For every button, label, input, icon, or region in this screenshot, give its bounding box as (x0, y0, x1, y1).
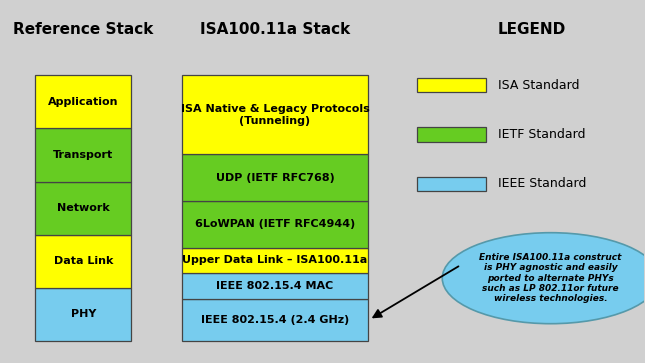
Text: Application: Application (48, 97, 119, 107)
Text: ISA Native & Legacy Protocols
(Tunneling): ISA Native & Legacy Protocols (Tunneling… (181, 104, 370, 126)
Text: LEGEND: LEGEND (498, 23, 566, 37)
FancyBboxPatch shape (417, 176, 486, 191)
Text: Upper Data Link – ISA100.11a: Upper Data Link – ISA100.11a (183, 256, 368, 265)
Text: IETF Standard: IETF Standard (498, 128, 586, 141)
Text: Entire ISA100.11a construct
is PHY agnostic and easily
ported to alternate PHYs
: Entire ISA100.11a construct is PHY agnos… (479, 253, 622, 303)
Text: Reference Stack: Reference Stack (13, 23, 153, 37)
FancyBboxPatch shape (182, 155, 368, 201)
FancyBboxPatch shape (35, 129, 132, 182)
FancyBboxPatch shape (182, 248, 368, 273)
Text: Data Link: Data Link (54, 256, 113, 266)
FancyBboxPatch shape (35, 287, 132, 341)
Text: PHY: PHY (70, 309, 96, 319)
Ellipse shape (442, 233, 645, 324)
FancyBboxPatch shape (417, 78, 486, 93)
Text: Network: Network (57, 203, 110, 213)
Text: IEEE 802.15.4 (2.4 GHz): IEEE 802.15.4 (2.4 GHz) (201, 315, 349, 325)
FancyBboxPatch shape (35, 234, 132, 287)
FancyBboxPatch shape (182, 76, 368, 155)
Text: Transport: Transport (53, 150, 114, 160)
FancyBboxPatch shape (417, 127, 486, 142)
Text: UDP (IETF RFC768): UDP (IETF RFC768) (215, 173, 334, 183)
FancyBboxPatch shape (182, 273, 368, 299)
Text: ISA100.11a Stack: ISA100.11a Stack (200, 23, 350, 37)
FancyBboxPatch shape (35, 76, 132, 129)
FancyBboxPatch shape (182, 299, 368, 341)
Text: IEEE Standard: IEEE Standard (498, 177, 586, 190)
FancyBboxPatch shape (35, 182, 132, 234)
Text: 6LoWPAN (IETF RFC4944): 6LoWPAN (IETF RFC4944) (195, 219, 355, 229)
FancyBboxPatch shape (182, 201, 368, 248)
Text: IEEE 802.15.4 MAC: IEEE 802.15.4 MAC (216, 281, 333, 291)
Text: ISA Standard: ISA Standard (498, 79, 579, 92)
